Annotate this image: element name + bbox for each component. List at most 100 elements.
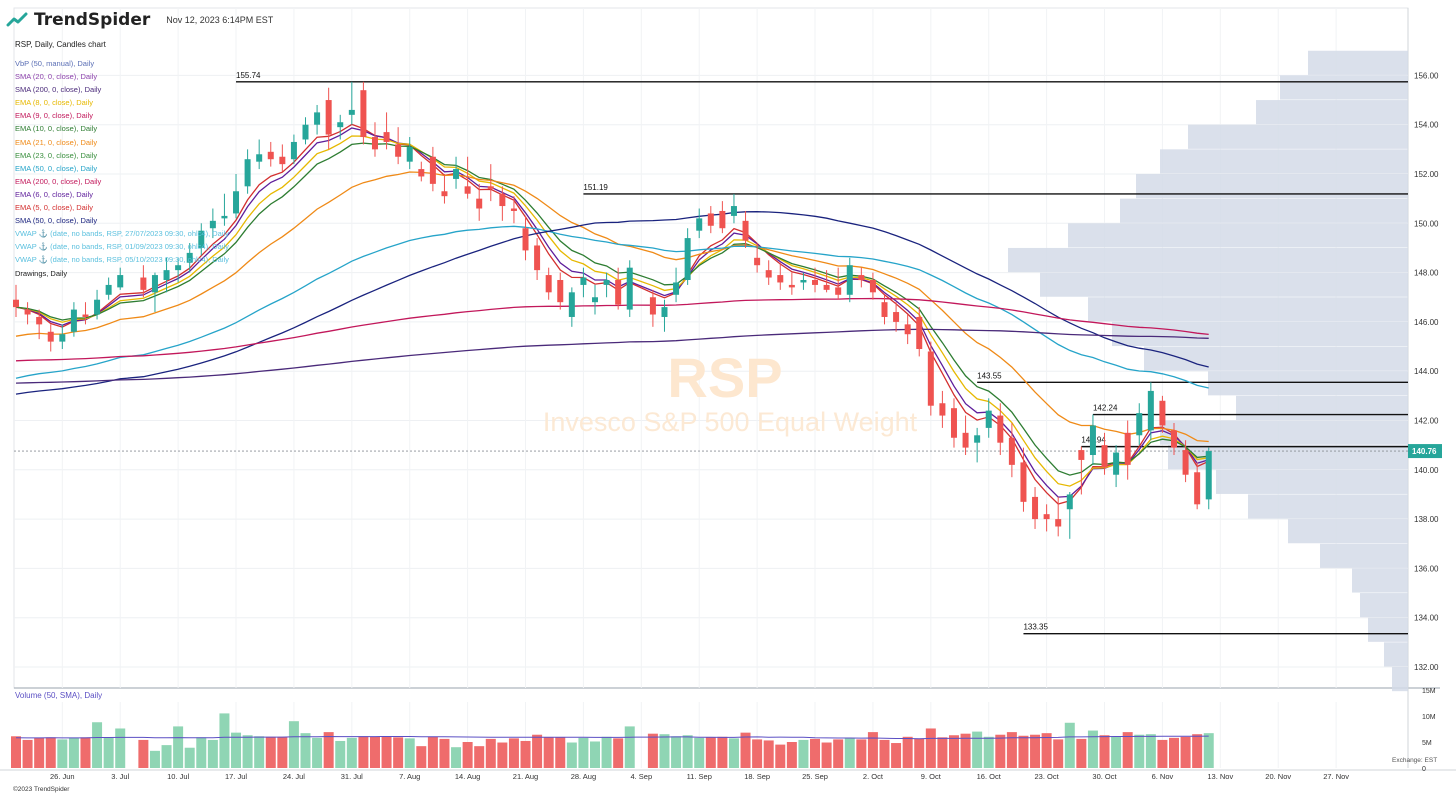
volume-bar xyxy=(161,745,172,768)
vbp-bin xyxy=(1144,346,1408,371)
candle-body xyxy=(707,213,714,226)
volume-bar xyxy=(34,737,45,768)
legend-entry[interactable]: EMA (23, 0, close), Daily xyxy=(15,150,98,160)
volume-bar xyxy=(1030,734,1041,768)
volume-bar xyxy=(752,739,763,768)
candle-body xyxy=(881,302,888,317)
volume-bar xyxy=(879,739,890,768)
volume-bar xyxy=(22,739,33,768)
candle-body xyxy=(13,299,19,308)
volume-bar xyxy=(543,737,554,768)
x-tick-label: 28. Aug xyxy=(571,772,596,781)
volume-bar xyxy=(786,742,797,768)
legend-entry[interactable]: EMA (200, 0, close), Daily xyxy=(15,176,102,186)
volume-bar xyxy=(1157,739,1168,768)
volume-bar xyxy=(1064,722,1075,768)
candle-body xyxy=(429,156,436,184)
candle-body xyxy=(858,275,865,280)
volume-bar xyxy=(902,736,913,768)
volume-bar xyxy=(775,744,786,768)
vbp-bin xyxy=(1188,124,1408,149)
volume-bar xyxy=(566,742,577,768)
candle-body xyxy=(927,351,934,406)
legend-entry[interactable]: EMA (9, 0, close), Daily xyxy=(15,111,93,121)
volume-bar xyxy=(184,747,195,768)
volume-bar xyxy=(57,739,68,768)
legend-entry[interactable]: EMA (5, 0, close), Daily xyxy=(15,203,93,213)
volume-bar xyxy=(346,737,357,768)
candle-body xyxy=(499,193,506,207)
legend-entry[interactable]: VWAP ⚓ (date, no bands, RSP, 01/09/2023 … xyxy=(15,242,229,252)
candle-body xyxy=(140,277,147,290)
vbp-bin xyxy=(1384,642,1408,667)
candle-body xyxy=(800,279,807,283)
candle-body xyxy=(777,275,784,283)
volume-bar xyxy=(948,735,959,768)
volume-bar xyxy=(914,738,925,768)
y-tick-label: 150.00 xyxy=(1414,219,1439,228)
candle-body xyxy=(325,100,332,135)
volume-bar xyxy=(1169,737,1179,768)
vbp-bin xyxy=(1208,371,1408,396)
level-label: 133.35 xyxy=(1023,623,1048,632)
x-tick-label: 10. Jul xyxy=(167,772,189,781)
volume-bar xyxy=(960,733,971,768)
volume-bar xyxy=(833,739,844,768)
volume-bar xyxy=(520,740,531,768)
candle-body xyxy=(70,309,77,332)
volume-bar xyxy=(393,737,404,768)
legend-entry[interactable]: SMA (200, 0, close), Daily xyxy=(15,85,102,95)
legend-entry[interactable]: EMA (21, 0, close), Daily xyxy=(15,137,98,147)
legend-entry[interactable]: VWAP ⚓ (date, no bands, RSP, 05/10/2023 … xyxy=(15,255,229,265)
candle-body xyxy=(939,403,946,416)
volume-bar xyxy=(219,713,230,768)
ma-line xyxy=(15,171,1209,443)
candle-body xyxy=(290,141,297,160)
candle-body xyxy=(580,277,587,285)
volume-bar xyxy=(381,736,392,768)
candle-body xyxy=(823,284,830,290)
vbp-bin xyxy=(1068,223,1408,248)
volume-bar xyxy=(300,733,311,768)
volume-bar xyxy=(705,737,716,768)
volume-bar xyxy=(856,739,867,768)
volume-bar xyxy=(1087,730,1098,768)
legend-entry[interactable]: EMA (10, 0, close), Daily xyxy=(15,124,98,134)
ma-line xyxy=(15,142,1209,476)
volume-bar xyxy=(1018,735,1029,768)
vbp-bin xyxy=(1160,149,1408,174)
legend-entry[interactable]: EMA (50, 0, close), Daily xyxy=(15,163,98,173)
candle-body xyxy=(985,410,992,428)
legend-entry[interactable]: Drawings, Daily xyxy=(15,268,68,278)
legend-entry[interactable]: EMA (8, 0, close), Daily xyxy=(15,98,93,108)
volume-by-price-profile xyxy=(1008,50,1408,692)
legend-entry[interactable]: EMA (6, 0, close), Daily xyxy=(15,189,93,199)
x-tick-label: 31. Jul xyxy=(341,772,363,781)
legend-entry[interactable]: VWAP ⚓ (date, no bands, RSP, 27/07/2023 … xyxy=(15,229,229,239)
volume-bar xyxy=(92,722,103,768)
vbp-bin xyxy=(1120,198,1408,223)
brand-name: TrendSpider xyxy=(34,10,151,30)
vbp-bin xyxy=(1112,321,1408,347)
volume-bar xyxy=(532,734,543,768)
legend-entry[interactable]: SMA (20, 0, close), Daily xyxy=(15,72,98,82)
candle-body xyxy=(383,132,390,142)
candle-body xyxy=(1194,472,1201,505)
y-tick-label: 156.00 xyxy=(1414,71,1439,80)
candle-body xyxy=(198,230,205,248)
volume-bar xyxy=(115,728,126,768)
candle-body xyxy=(684,238,691,280)
volume-bar xyxy=(277,736,288,768)
candle-body xyxy=(476,198,483,209)
vbp-bin xyxy=(1352,568,1408,593)
x-tick-label: 24. Jul xyxy=(283,772,305,781)
legend-entry[interactable]: SMA (50, 0, close), Daily xyxy=(15,216,98,226)
candle-body xyxy=(233,191,240,214)
volume-bar xyxy=(844,737,855,768)
volume-bar xyxy=(1203,733,1214,768)
x-tick-label: 11. Sep xyxy=(687,772,712,781)
legend-entry[interactable]: VbP (50, manual), Daily xyxy=(15,59,95,68)
volume-bar xyxy=(624,726,635,768)
